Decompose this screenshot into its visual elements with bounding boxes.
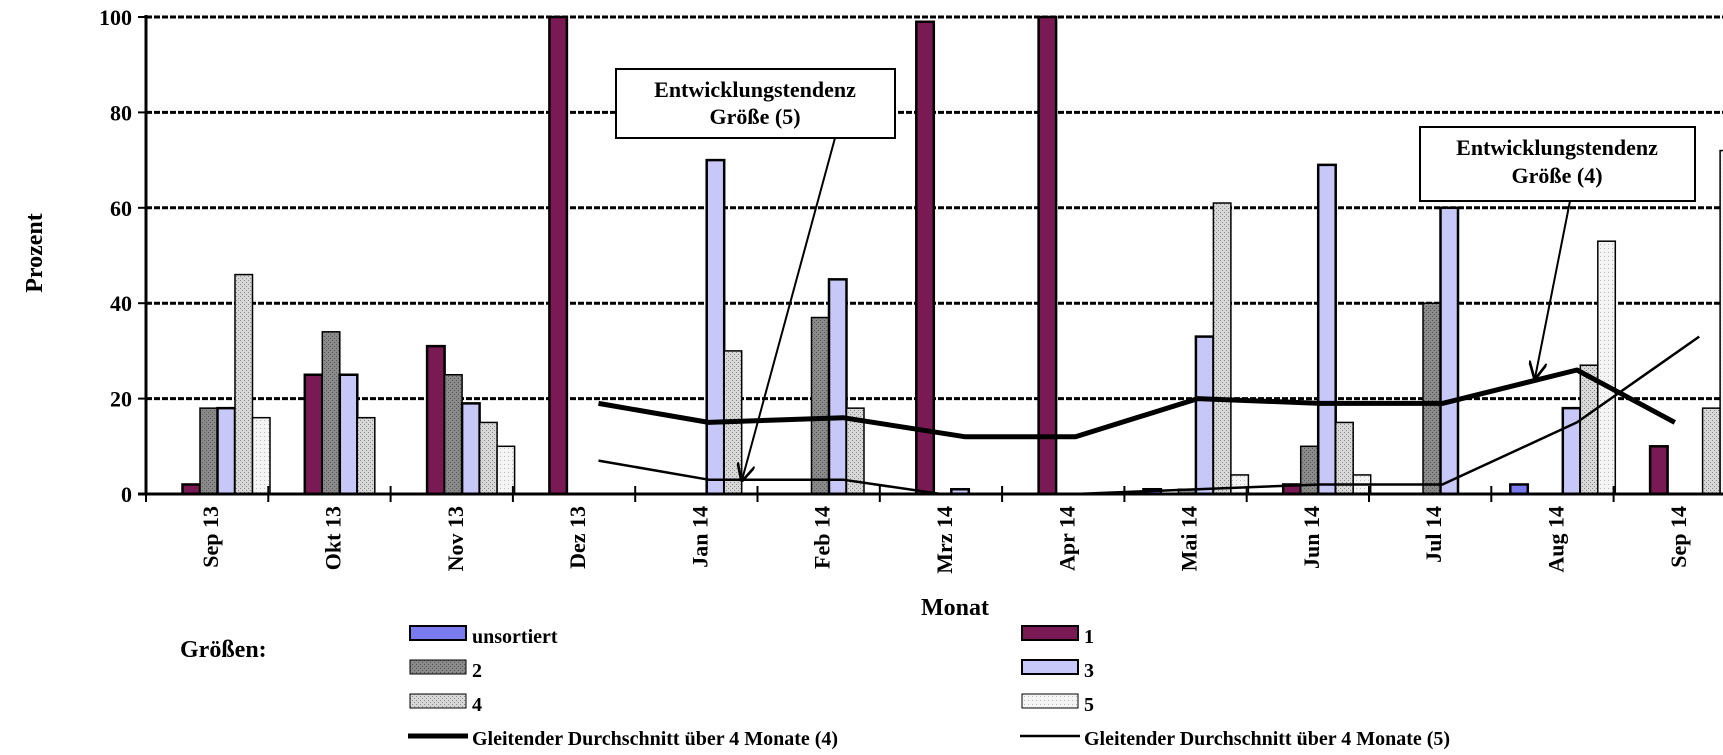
annotation-1-line1: Entwicklungstendenz xyxy=(654,77,856,102)
bar-2-Jun-14 xyxy=(1299,445,1319,495)
bar-1-Apr-14 xyxy=(1037,15,1058,496)
bar-1-Nov-13 xyxy=(425,344,446,496)
legend-swatch-2 xyxy=(409,659,467,675)
annotation-2-line2: Größe (4) xyxy=(1511,163,1602,188)
bar-3-Feb-14 xyxy=(827,278,848,496)
x-tick-label: Feb 14 xyxy=(810,506,835,569)
x-tick-label: Okt 13 xyxy=(320,506,345,570)
bar-4-Nov-13 xyxy=(478,421,498,495)
bar-5-Sep-14 xyxy=(1719,149,1723,495)
legend-title: Größen: xyxy=(180,637,267,663)
bar-2-Nov-13 xyxy=(443,374,463,495)
bar-3-Jan-14 xyxy=(705,158,726,496)
legend-label-1: 1 xyxy=(1084,626,1094,648)
legend-label-3: 3 xyxy=(1084,660,1094,682)
moving-average-line-5 xyxy=(598,335,1700,496)
bar-2-Okt-13 xyxy=(321,331,341,495)
legend-swatch-5 xyxy=(1021,693,1079,709)
x-tick-label: Apr 14 xyxy=(1054,506,1079,571)
bar-3-Jul-14 xyxy=(1439,206,1460,496)
bar-3-Mai-14 xyxy=(1194,335,1215,496)
legend-label-5: 5 xyxy=(1084,694,1094,716)
bar-4-Okt-13 xyxy=(356,416,376,495)
x-tick-label: Sep 14 xyxy=(1666,506,1691,568)
x-tick-label: Jul 14 xyxy=(1421,506,1446,563)
y-tick-label: 20 xyxy=(110,387,132,412)
bar-3-Jun-14 xyxy=(1316,163,1337,496)
x-tick-label: Nov 13 xyxy=(443,506,468,571)
x-tick-label: Jan 14 xyxy=(687,506,712,568)
bar-1-Mrz-14 xyxy=(915,20,936,496)
legend-label-avg-4: Gleitender Durchschnitt über 4 Monate (4… xyxy=(472,728,838,750)
legend: Größen: unsortiert 1 2 3 4 5 Gleitender … xyxy=(180,625,1450,750)
y-tick-label: 80 xyxy=(110,100,132,125)
y-tick-label: 60 xyxy=(110,196,132,221)
bar-1-Okt-13 xyxy=(303,373,324,496)
x-tick-label: Mrz 14 xyxy=(932,506,957,574)
y-tick-label: 0 xyxy=(121,482,132,507)
bar-5-Aug-14 xyxy=(1597,240,1617,495)
legend-label-2: 2 xyxy=(472,660,482,682)
bar-4-Sep-14 xyxy=(1701,407,1721,495)
bar-4-Mai-14 xyxy=(1212,202,1232,495)
bar-3-Nov-13 xyxy=(460,402,481,496)
legend-label-unsortiert: unsortiert xyxy=(472,626,558,648)
bar-2-Sep-13 xyxy=(199,407,219,495)
legend-label-avg-5: Gleitender Durchschnitt über 4 Monate (5… xyxy=(1084,728,1450,750)
annotation-2-arrow xyxy=(1535,200,1571,378)
bar-3-Okt-13 xyxy=(338,373,359,496)
x-tick-label: Sep 13 xyxy=(198,506,223,568)
bar-3-Sep-13 xyxy=(216,406,237,496)
annotation-trend-size-5: Entwicklungstendenz Größe (5) xyxy=(615,68,896,480)
bar-2-Jul-14 xyxy=(1422,302,1442,495)
legend-label-4: 4 xyxy=(472,694,482,716)
annotation-2-line1: Entwicklungstendenz xyxy=(1456,135,1658,160)
bar-4-Sep-13 xyxy=(234,273,254,495)
x-axis-title: Monat xyxy=(921,595,989,621)
x-tick-label: Jun 14 xyxy=(1299,506,1324,569)
y-tick-label: 40 xyxy=(110,291,132,316)
x-tick-label: Dez 13 xyxy=(565,506,590,569)
annotation-1-arrow xyxy=(742,137,836,480)
annotation-trend-size-4: Entwicklungstendenz Größe (4) xyxy=(1419,126,1696,378)
legend-swatch-4 xyxy=(409,693,467,709)
bar-2-Feb-14 xyxy=(810,316,830,495)
legend-swatch-1 xyxy=(1021,625,1079,641)
x-tick-label: Aug 14 xyxy=(1543,506,1568,573)
legend-swatch-3 xyxy=(1021,659,1079,675)
y-axis-title: Prozent xyxy=(22,213,48,293)
bar-5-Sep-13 xyxy=(251,416,271,495)
moving-average-line-4 xyxy=(598,367,1676,440)
bar-1-Dez-13 xyxy=(548,15,569,496)
annotation-1-line2: Größe (5) xyxy=(709,104,800,129)
bar-1-Sep-14 xyxy=(1648,445,1669,496)
legend-swatch-unsortiert xyxy=(409,625,467,641)
bar-4-Aug-14 xyxy=(1579,364,1599,495)
y-tick-label: 100 xyxy=(99,5,132,30)
x-tick-label: Mai 14 xyxy=(1177,506,1202,571)
